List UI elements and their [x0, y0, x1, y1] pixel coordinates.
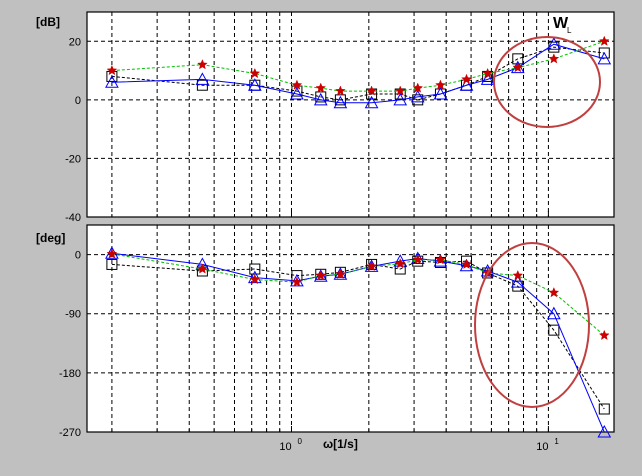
data-point-star — [598, 35, 610, 46]
data-point-star — [482, 67, 494, 79]
data-point-star — [106, 248, 118, 259]
data-point-triangle — [247, 78, 262, 91]
data-point-square — [106, 258, 118, 270]
data-point-star — [435, 79, 446, 90]
data-point-triangle — [105, 75, 119, 88]
data-point-star — [291, 79, 303, 90]
magnitude-plot-area — [86, 11, 615, 218]
magnitude-ylabel: [dB] — [36, 15, 60, 29]
wl-annotation: W L — [553, 15, 572, 35]
data-point-triangle — [510, 275, 525, 288]
data-point-star — [598, 329, 610, 340]
y-tick-label: 20 — [69, 36, 81, 48]
x-tick-label-base: 10 — [279, 441, 291, 453]
data-point-star — [366, 260, 377, 271]
data-point-triangle — [195, 72, 210, 85]
phase-y-ticks: -270 -180 -90 0 — [59, 250, 81, 439]
data-point-star — [334, 268, 346, 279]
y-tick-label: -40 — [65, 212, 81, 224]
data-point-triangle — [547, 306, 561, 320]
data-point-square — [548, 324, 560, 336]
y-tick-label: 0 — [75, 250, 81, 262]
x-axis-label: ω[1/s] — [323, 437, 358, 451]
wl-label: W — [553, 15, 569, 32]
data-point-triangle — [393, 92, 408, 106]
data-point-star — [106, 64, 118, 76]
data-point-triangle — [333, 95, 348, 109]
data-point-star — [461, 73, 472, 84]
data-point-star — [412, 254, 424, 265]
y-tick-label: -90 — [65, 309, 81, 321]
y-tick-label: -270 — [59, 427, 81, 439]
magnitude-y-ticks: -40 -20 0 20 — [65, 36, 81, 224]
data-point-star — [315, 82, 327, 93]
data-point-star — [249, 67, 261, 79]
data-point-triangle — [247, 270, 262, 284]
data-point-star — [366, 85, 377, 96]
data-point-star — [249, 273, 261, 285]
wl-subscript: L — [567, 26, 572, 35]
x-tick-label-exponent: 0 — [297, 437, 302, 446]
data-point-star — [435, 254, 446, 265]
data-point-star — [394, 85, 406, 96]
phase-highlight-ellipse — [474, 242, 590, 408]
x-tick-label-exponent: 1 — [554, 437, 559, 446]
phase-ylabel: [deg] — [36, 231, 65, 245]
data-point-triangle — [433, 86, 448, 100]
data-point-star — [315, 269, 327, 281]
phase-x-ticks: 10 0 10 1 — [279, 437, 559, 453]
data-point-square — [196, 79, 208, 91]
data-point-star — [291, 276, 303, 287]
phase-plot-area — [86, 224, 615, 433]
data-point-triangle — [290, 86, 304, 100]
data-point-triangle — [410, 89, 425, 103]
data-point-triangle — [313, 92, 328, 106]
data-point-triangle — [459, 78, 474, 91]
data-point-star — [334, 85, 346, 96]
phase-series — [105, 246, 612, 438]
x-tick-label-base: 10 — [536, 441, 548, 453]
magnitude-panel: -40 -20 0 20 [dB] W L — [36, 11, 615, 224]
data-point-square — [598, 403, 610, 415]
magnitude-highlight-ellipse — [493, 36, 601, 128]
data-point-star — [394, 258, 406, 269]
data-point-triangle — [597, 51, 612, 65]
series-line-triangle — [111, 43, 605, 104]
magnitude-series — [105, 35, 612, 109]
y-tick-label: -180 — [59, 368, 81, 380]
data-point-star — [412, 82, 424, 93]
data-point-square — [315, 91, 327, 103]
data-point-star — [548, 287, 560, 298]
data-point-triangle — [364, 95, 379, 109]
phase-grid — [87, 225, 614, 432]
y-tick-label: -20 — [65, 153, 81, 165]
data-point-star — [196, 263, 208, 274]
magnitude-grid — [87, 12, 614, 217]
data-point-triangle — [480, 72, 495, 85]
series-line-square — [111, 260, 605, 410]
data-point-star — [512, 269, 524, 281]
data-point-star — [461, 258, 472, 270]
y-tick-label: 0 — [75, 95, 81, 107]
data-point-star — [196, 59, 208, 70]
data-point-triangle — [480, 263, 495, 277]
data-point-square — [598, 47, 610, 59]
data-point-star — [512, 61, 524, 73]
phase-panel: -270 -180 -90 0 10 0 10 1 [deg] ω[1/s] — [36, 224, 615, 453]
data-point-triangle — [597, 424, 612, 438]
data-point-star — [548, 53, 560, 64]
data-point-triangle — [547, 37, 561, 50]
data-point-square — [334, 94, 346, 106]
